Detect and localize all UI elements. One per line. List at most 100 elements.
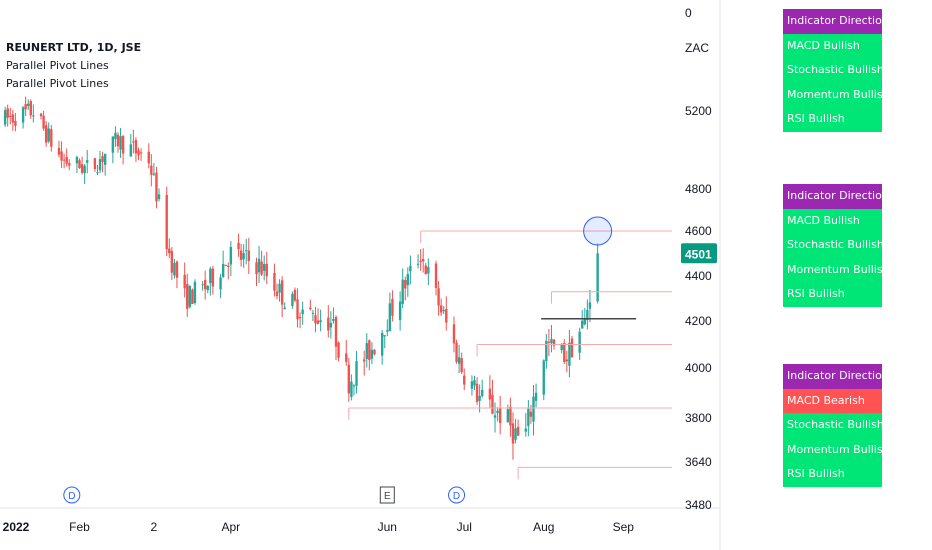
price-tick: 4200 (685, 314, 712, 328)
indicator-status-row: RSI Bullish (783, 282, 882, 307)
candle-body (203, 279, 207, 290)
candle-body (186, 284, 189, 309)
price-tick: 4600 (685, 224, 712, 238)
candle-body (165, 194, 168, 250)
indicator-directions-panel: Indicator DirectionsMACD BearishStochast… (783, 364, 882, 487)
candle-body (309, 307, 312, 310)
panel-header: Indicator Directions (783, 9, 882, 34)
candle-body (422, 258, 425, 262)
candle-body (242, 253, 245, 260)
time-label: Sep (613, 520, 635, 534)
candle-body (406, 274, 410, 286)
candle-body (103, 153, 107, 165)
candle-body (552, 339, 556, 346)
indicator-status-row: RSI Bullish (783, 462, 882, 487)
candle-body (506, 409, 510, 423)
candle-body (80, 164, 84, 173)
price-tick: 3800 (685, 411, 712, 425)
candle-body (383, 335, 386, 337)
candle-body (352, 385, 356, 387)
candle-body (296, 299, 299, 320)
time-label: Aug (533, 520, 554, 534)
candle-body (434, 263, 438, 288)
candle-body (293, 289, 297, 301)
candle-body (480, 389, 484, 396)
candle-body (239, 250, 243, 260)
indicator-status-row: MACD Bullish (783, 33, 882, 58)
candle-body (237, 242, 240, 250)
candle-body (314, 315, 317, 324)
indicator-label[interactable]: Parallel Pivot Lines (6, 77, 109, 90)
candle-body (50, 129, 53, 147)
candle-body (498, 407, 502, 424)
candle-body (42, 115, 45, 129)
candle-body (527, 408, 530, 426)
candle-body (57, 147, 61, 155)
candle-body (224, 264, 227, 266)
indicator-status-row: Stochastic Bullish (783, 58, 882, 83)
dividend-marker[interactable]: D (448, 486, 466, 504)
candle-body (301, 309, 304, 315)
candle-body (275, 291, 279, 297)
candle-body (386, 330, 389, 332)
candle-body (391, 298, 394, 316)
price-tick: 3480 (685, 498, 712, 512)
candle-body (416, 263, 420, 265)
candle-body (419, 260, 422, 262)
candle-body (439, 305, 443, 313)
candle-body (550, 338, 553, 344)
candle-body (524, 428, 528, 432)
candle-body (542, 360, 545, 395)
candle-body (193, 281, 197, 304)
candle-body (583, 318, 586, 325)
time-label: Jul (457, 520, 472, 534)
candle-body (39, 113, 43, 117)
candle-body (229, 246, 233, 265)
candle-body (291, 293, 294, 306)
candle-body (111, 136, 115, 153)
candle-body (586, 309, 589, 321)
price-tick: 4800 (685, 182, 712, 196)
candle-body (398, 301, 402, 320)
candle-body (11, 114, 15, 123)
candle-body (570, 338, 574, 358)
candle-body (437, 288, 440, 306)
candle-body (170, 251, 174, 273)
event-label: E (384, 491, 391, 502)
symbol-title[interactable]: REUNERT LTD, 1D, JSE (6, 41, 142, 54)
earnings-marker[interactable]: E (379, 486, 395, 504)
candle-body (355, 361, 358, 386)
candle-body (478, 395, 481, 401)
indicator-label[interactable]: Parallel Pivot Lines (6, 59, 109, 72)
candle-body (457, 357, 461, 364)
candle-body (68, 163, 71, 166)
indicator-status-row: Momentum Bullish (783, 257, 882, 282)
candle-body (209, 268, 212, 284)
candle-body (493, 415, 497, 418)
time-label: Jun (378, 520, 397, 534)
candle-body (568, 342, 571, 366)
dividend-marker[interactable]: D (63, 486, 81, 504)
candle-body (168, 248, 171, 254)
candle-body (47, 128, 50, 142)
candle-body (470, 381, 474, 389)
price-tick: 4000 (685, 361, 712, 375)
candle-body (473, 380, 476, 386)
candle-body (24, 104, 27, 110)
candle-body (137, 150, 140, 156)
candle-body (455, 342, 458, 363)
candle-body (327, 317, 330, 331)
panel-header: Indicator Directions (783, 364, 882, 389)
candle-body (588, 302, 592, 309)
candle-body (368, 340, 371, 361)
candle-body (75, 156, 79, 164)
candle-body (3, 110, 7, 125)
candle-body (265, 263, 268, 277)
candle-body (581, 320, 584, 329)
candle-body (337, 342, 340, 358)
candle-body (65, 156, 68, 164)
candle-body (283, 307, 286, 310)
candle-body (132, 141, 135, 143)
currency-label: ZAC (685, 41, 709, 55)
